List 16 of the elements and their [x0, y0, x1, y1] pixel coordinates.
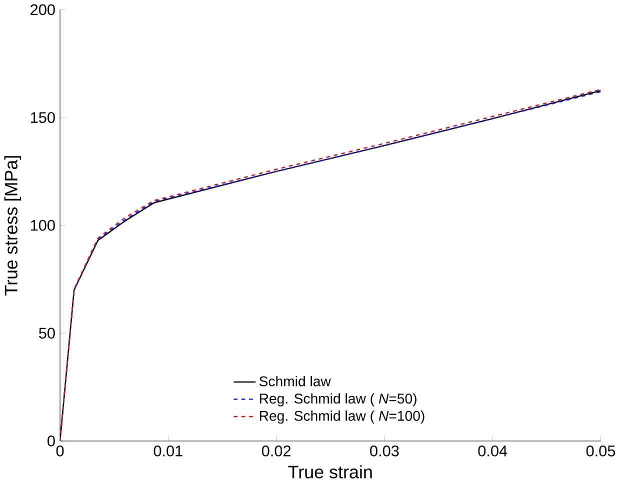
y-tick-label: 200 [30, 4, 55, 16]
y-tick-label: 0 [48, 436, 55, 447]
x-tick-label: 0.02 [262, 446, 291, 457]
y-axis-title: True stress [MPa] [4, 156, 22, 296]
y-tick-label: 100 [30, 220, 55, 231]
x-tick-label: 0.03 [370, 446, 399, 457]
x-tick-label: 0.05 [586, 446, 616, 457]
x-tick-label: 0 [56, 446, 64, 457]
x-tick-label: 0.04 [478, 446, 508, 457]
x-tick-label: 0.01 [154, 446, 182, 457]
legend-label: Reg. Schmid law ( N=100) [260, 410, 424, 424]
y-tick-label: 150 [30, 112, 55, 124]
y-tick-label: 50 [39, 328, 55, 339]
legend-label: Schmid law [259, 376, 331, 386]
legend-label: Reg. Schmid law ( N=50) [260, 393, 416, 407]
x-axis-title: True strain [288, 465, 372, 479]
